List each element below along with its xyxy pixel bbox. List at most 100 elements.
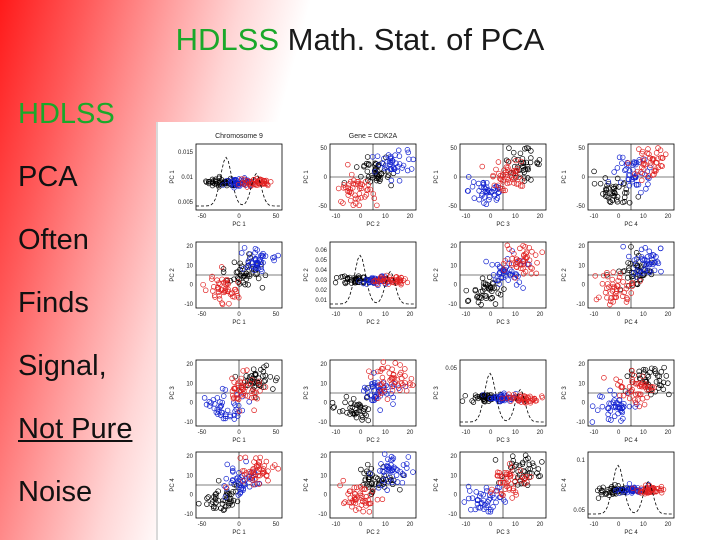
bullet-item-underlined: Not Pure (18, 413, 133, 445)
data-point (497, 185, 503, 191)
slide-title-rest: Math. Stat. of PCA (279, 22, 545, 57)
data-point (495, 398, 502, 405)
data-point (403, 388, 410, 394)
data-point (520, 285, 526, 291)
data-point (346, 499, 352, 506)
data-point (506, 246, 512, 252)
data-point (489, 288, 495, 295)
data-point (527, 264, 534, 271)
data-point (624, 373, 631, 379)
data-point (498, 176, 504, 183)
data-point (620, 404, 627, 410)
data-point (645, 181, 651, 187)
tick-label: 0 (489, 430, 493, 436)
data-point (213, 409, 220, 416)
data-point (607, 298, 614, 305)
tick-label: 10 (640, 522, 647, 528)
data-point (224, 276, 230, 283)
data-point (625, 389, 632, 396)
data-point (521, 178, 528, 184)
data-point (507, 266, 513, 273)
data-point (243, 373, 250, 379)
data-point (224, 495, 230, 502)
tick-label: -10 (318, 512, 327, 518)
data-point (500, 475, 506, 481)
data-point (379, 496, 386, 503)
data-point (235, 481, 241, 487)
data-point (222, 285, 229, 292)
data-point (504, 242, 511, 249)
data-point (644, 150, 651, 156)
tick-label: 10 (186, 473, 193, 479)
data-point (395, 147, 402, 154)
tick-label: 20 (407, 214, 414, 220)
data-point (629, 283, 636, 289)
data-point (230, 395, 237, 402)
data-point (353, 164, 360, 170)
data-point (218, 409, 225, 416)
data-point (347, 197, 354, 204)
panel (330, 451, 416, 518)
data-point (235, 382, 242, 389)
data-point (356, 202, 362, 209)
data-point (217, 281, 223, 288)
data-point (620, 199, 626, 206)
data-point (213, 491, 219, 497)
data-point (479, 275, 486, 281)
data-point (472, 506, 479, 513)
tick-label: 10 (450, 263, 457, 269)
data-point (344, 188, 351, 194)
data-point (356, 278, 362, 284)
data-point (246, 468, 253, 475)
data-point (345, 192, 351, 198)
data-point (622, 167, 628, 174)
data-point (611, 413, 618, 420)
data-point (251, 389, 258, 396)
data-point (528, 474, 534, 480)
data-point (518, 265, 524, 272)
data-point (384, 384, 391, 390)
data-point (646, 261, 652, 268)
data-point (643, 261, 650, 267)
data-point (352, 491, 358, 497)
data-point (517, 467, 524, 474)
data-point (630, 166, 636, 173)
data-point (401, 472, 408, 479)
data-point (238, 474, 245, 481)
axis-label: PC 2 (366, 222, 380, 228)
tick-label: 0 (617, 430, 621, 436)
data-point (237, 260, 243, 267)
data-point (261, 378, 267, 385)
data-point (387, 166, 394, 173)
data-point (524, 482, 531, 488)
tick-label: 10 (186, 381, 193, 387)
data-point (658, 369, 665, 375)
data-point (609, 276, 615, 283)
tick-label: 0 (582, 401, 586, 407)
data-point (410, 469, 416, 475)
tick-label: -50 (198, 214, 207, 220)
data-point (378, 461, 384, 467)
tick-label: 10 (382, 214, 389, 220)
data-point (388, 390, 394, 397)
data-point (462, 393, 468, 399)
tick-label: 10 (320, 473, 327, 479)
data-point (616, 154, 623, 161)
tick-label: -10 (462, 214, 471, 220)
data-point (494, 261, 501, 268)
data-point (363, 482, 370, 489)
data-point (595, 495, 602, 501)
data-point (222, 288, 228, 295)
tick-label: 20 (537, 312, 544, 318)
data-point (603, 187, 610, 193)
data-point (480, 280, 487, 286)
data-point (653, 379, 660, 385)
data-point (621, 289, 627, 296)
data-point (243, 276, 249, 282)
data-point (501, 390, 507, 396)
data-point (360, 280, 367, 287)
data-point (468, 506, 474, 513)
panel (329, 359, 416, 426)
data-point (359, 493, 365, 499)
data-point (646, 175, 652, 182)
